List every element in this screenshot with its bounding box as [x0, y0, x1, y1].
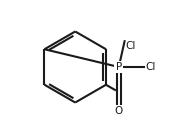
Text: O: O: [115, 106, 123, 116]
Text: Cl: Cl: [126, 41, 136, 51]
Text: P: P: [116, 62, 122, 72]
Text: Cl: Cl: [146, 62, 156, 72]
